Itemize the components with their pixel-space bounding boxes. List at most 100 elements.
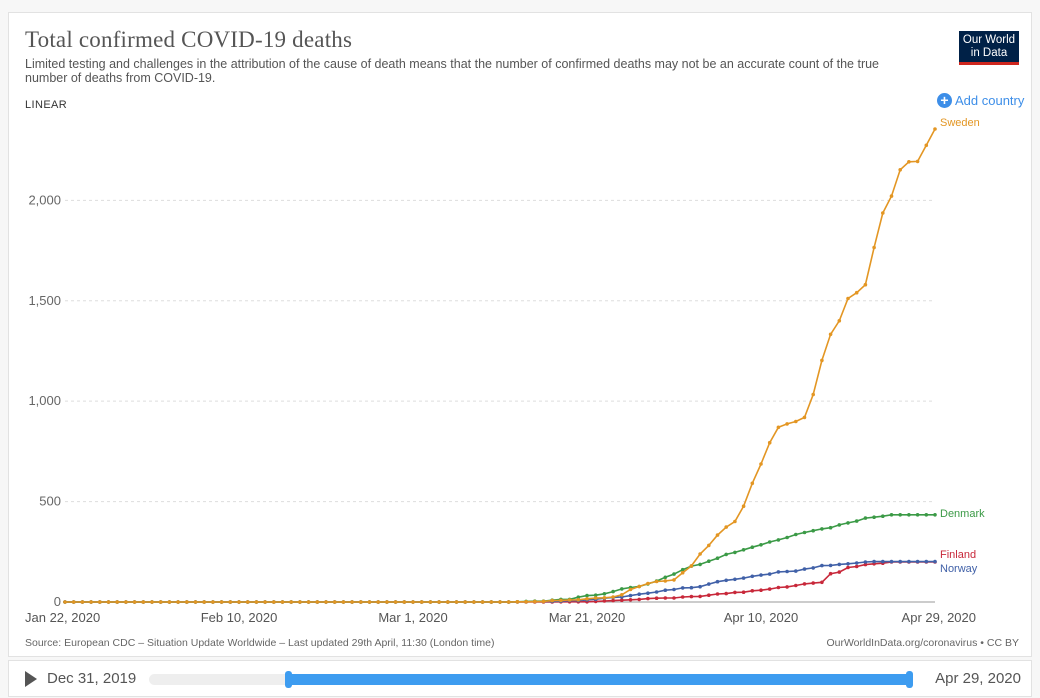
data-point-finland [750,589,755,593]
data-point-denmark [846,521,850,525]
data-point-finland [863,562,868,567]
data-point-sweden [341,600,346,604]
data-point-sweden [541,599,546,604]
license-link[interactable]: OurWorldInData.org/coronavirus • CC BY [826,637,1019,649]
y-tick-label: 2,000 [28,192,61,207]
chart-card: Total confirmed COVID-19 deaths Limited … [8,12,1032,657]
y-tick-label: 1,500 [28,293,61,308]
data-point-norway [759,573,763,577]
data-point-norway [715,579,720,584]
data-point-sweden [176,600,180,604]
timeline-selected-range[interactable] [285,671,913,688]
data-point-sweden [289,600,294,604]
data-point-norway [846,562,850,566]
data-point-finland [620,598,624,602]
x-tick-label: Mar 21, 2020 [549,610,626,625]
data-point-norway [837,562,842,567]
data-point-norway [854,561,859,565]
data-point-finland [767,587,772,591]
data-point-sweden [359,600,363,604]
data-point-sweden [637,584,641,589]
data-point-finland [698,594,702,599]
data-point-sweden [254,600,259,604]
data-point-sweden [332,600,337,604]
data-point-sweden [567,598,572,602]
data-point-sweden [767,440,772,445]
data-point-sweden [106,600,111,604]
data-point-sweden [663,579,668,583]
data-point-sweden [576,598,581,602]
data-point-denmark [811,528,815,533]
data-point-denmark [915,513,920,517]
play-icon[interactable] [25,671,37,687]
x-tick-label: Apr 29, 2020 [902,610,976,625]
timeline-start-handle[interactable] [285,671,292,688]
x-tick-label: Apr 10, 2020 [724,610,798,625]
timeline-end-date: Apr 29, 2020 [935,670,1021,687]
data-point-finland [707,593,711,597]
data-point-denmark [881,514,885,518]
data-point-finland [663,596,668,600]
line-chart: 0 500 1,000 1,500 2,000 Jan 22, 2020 Feb 10, 2… [25,117,985,625]
series-label-denmark: Denmark [940,508,985,520]
data-point-norway [889,559,894,564]
data-point-sweden [428,600,433,604]
data-point-sweden [672,578,676,582]
data-point-sweden [724,525,728,529]
data-point-sweden [559,598,563,603]
data-point-norway [785,569,789,574]
data-point-sweden [889,194,894,198]
data-point-norway [767,572,772,576]
y-tick-label: 1,000 [28,393,61,408]
data-point-denmark [933,513,937,517]
data-point-sweden [654,579,659,584]
data-point-sweden [933,127,937,131]
data-point-sweden [472,600,476,604]
data-point-finland [828,571,833,576]
data-point-sweden [776,425,781,430]
data-point-norway [776,570,781,574]
data-point-finland [846,565,850,570]
timeline-track[interactable] [149,671,913,688]
owid-logo[interactable]: Our World in Data [959,31,1019,65]
data-point-sweden [646,581,650,586]
data-point-sweden [63,600,67,604]
data-point-sweden [924,143,929,148]
add-country-button[interactable]: + Add country [937,93,1024,108]
scale-toggle[interactable]: LINEAR [25,99,68,111]
data-point-sweden [828,332,833,337]
data-point-sweden [881,211,885,215]
data-point-sweden [306,600,311,604]
data-point-denmark [759,543,763,547]
data-point-sweden [463,600,468,604]
data-point-denmark [602,592,607,596]
data-point-finland [724,591,728,596]
data-point-finland [811,581,815,585]
source-note: Source: European CDC – Situation Update … [25,637,495,649]
data-point-sweden [124,600,128,604]
data-point-norway [828,563,833,568]
data-point-sweden [185,600,189,604]
data-point-norway [750,574,755,579]
data-point-sweden [811,392,815,397]
data-point-sweden [315,600,320,604]
data-point-sweden [585,597,589,601]
data-point-norway [933,559,937,564]
data-point-sweden [324,600,328,604]
data-point-norway [663,588,668,592]
data-point-sweden [158,600,163,604]
data-point-sweden [915,159,920,164]
logo-line-1: Our World [962,34,1016,46]
data-point-sweden [741,504,746,509]
data-point-finland [611,598,615,603]
data-point-sweden [350,600,354,604]
data-point-norway [646,591,650,595]
data-point-denmark [585,593,589,598]
data-point-sweden [820,358,824,363]
data-point-finland [776,585,781,590]
data-point-sweden [689,564,694,568]
timeline-end-handle[interactable] [906,671,913,688]
data-point-finland [637,597,641,602]
series-label-sweden: Sweden [940,117,980,129]
data-point-finland [794,583,798,588]
